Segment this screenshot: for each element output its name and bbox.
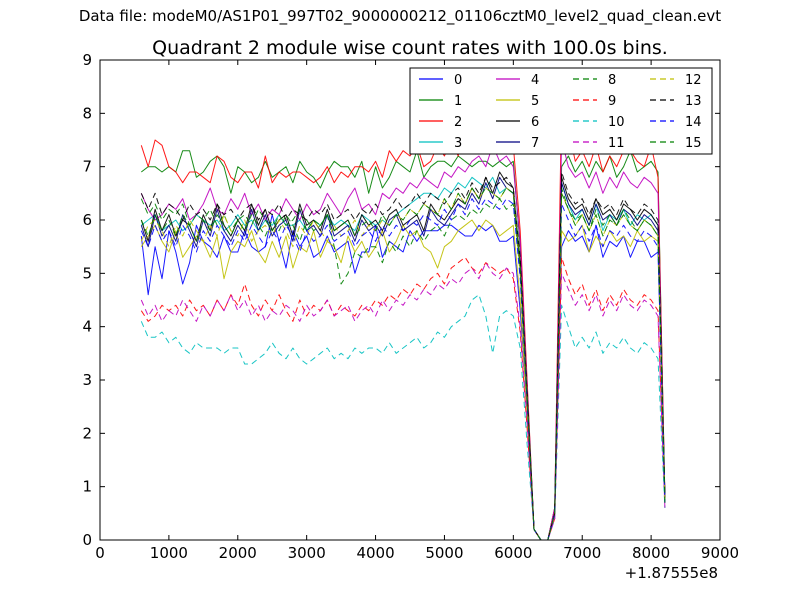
- legend-label-8: 8: [608, 73, 616, 88]
- x-tick-label: 9000: [701, 544, 739, 562]
- series-line-5: [140, 219, 666, 541]
- y-tick-label: 8: [82, 104, 92, 122]
- y-tick-label: 4: [82, 318, 92, 336]
- legend-label-6: 6: [531, 115, 539, 130]
- y-tick-label: 9: [82, 51, 92, 69]
- series-line-10: [140, 294, 666, 541]
- series-line-14: [140, 198, 666, 541]
- x-tick-label: 4000: [356, 544, 394, 562]
- legend-label-12: 12: [685, 73, 702, 88]
- series-lines: [140, 102, 666, 541]
- y-tick-label: 3: [82, 371, 92, 389]
- y-tick-label: 2: [82, 424, 92, 442]
- y-tick-label: 7: [82, 158, 92, 176]
- x-tick-label: 0: [95, 544, 105, 562]
- y-tick-label: 0: [82, 531, 92, 549]
- data-file-suptitle: Data file: modeM0/AS1P01_997T02_90000002…: [78, 7, 722, 25]
- x-tick-label: 3000: [288, 544, 326, 562]
- series-line-2: [140, 102, 666, 541]
- y-tick-label: 1: [82, 478, 92, 496]
- y-tick-label: 5: [82, 264, 92, 282]
- legend-label-0: 0: [454, 73, 462, 88]
- legend-label-13: 13: [685, 94, 702, 109]
- legend-label-11: 11: [608, 136, 625, 151]
- series-line-9: [140, 256, 666, 541]
- legend-label-2: 2: [454, 115, 462, 130]
- series-line-1: [140, 150, 666, 541]
- legend-label-3: 3: [454, 136, 462, 151]
- legend-label-14: 14: [685, 115, 702, 130]
- legend-label-10: 10: [608, 115, 625, 130]
- axis-ticks: 0 1000 2000 3000 4000 5000 6000 7000 8000 9000012…: [82, 51, 739, 562]
- legend-label-15: 15: [685, 136, 702, 151]
- series-line-0: [140, 214, 666, 541]
- legend-label-5: 5: [531, 94, 539, 109]
- legend-label-7: 7: [531, 136, 539, 151]
- x-tick-label: 5000: [425, 544, 463, 562]
- series-line-11: [140, 262, 666, 541]
- x-tick-label: 6000: [494, 544, 532, 562]
- series-line-7: [140, 176, 666, 541]
- legend-label-1: 1: [454, 94, 462, 109]
- y-tick-label: 6: [82, 211, 92, 229]
- series-line-15: [140, 187, 666, 541]
- x-offset-label: +1.87555e8: [625, 564, 718, 582]
- legend-label-4: 4: [531, 73, 539, 88]
- legend-box: [409, 67, 713, 155]
- x-tick-label: 8000: [632, 544, 670, 562]
- x-tick-label: 7000: [563, 544, 601, 562]
- x-tick-label: 2000: [219, 544, 257, 562]
- series-line-4: [140, 139, 666, 541]
- legend-label-9: 9: [608, 94, 616, 109]
- series-line-3: [140, 176, 666, 541]
- chart-title: Quadrant 2 module wise count rates with …: [152, 37, 668, 59]
- series-line-13: [140, 171, 666, 541]
- x-tick-label: 1000: [150, 544, 188, 562]
- plot-frame: [99, 59, 721, 541]
- series-line-8: [140, 187, 666, 541]
